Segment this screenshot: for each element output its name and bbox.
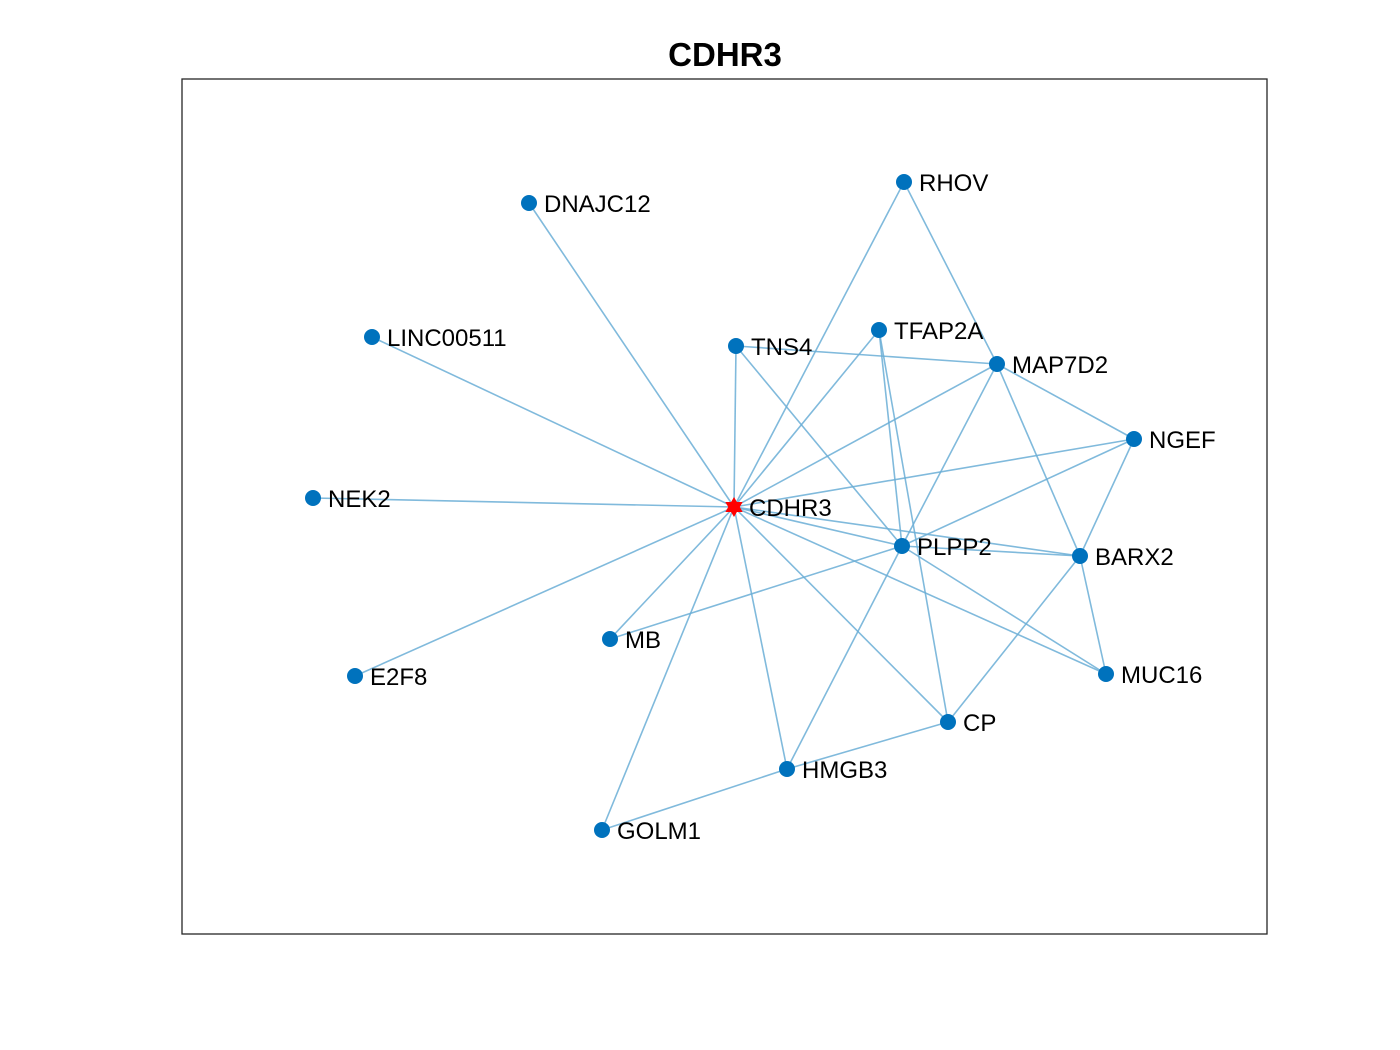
node-ngef [1126,431,1142,447]
edge-cdhr3-ngef [733,438,1135,508]
node-label-barx2: BARX2 [1095,544,1174,571]
node-dnajc12 [521,195,537,211]
edge-barx2-cp [947,555,1081,723]
edge-cdhr3-cp [733,506,949,723]
node-linc00511 [364,329,380,345]
edge-cdhr3-muc16 [733,506,1107,675]
node-tfap2a [871,322,887,338]
node-nek2 [305,490,321,506]
node-golm1 [594,822,610,838]
edge-cdhr3-dnajc12 [528,202,735,508]
node-label-mb: MB [625,627,661,654]
node-label-map7d2: MAP7D2 [1012,352,1108,379]
node-plpp2 [894,538,910,554]
node-label-tfap2a: TFAP2A [894,318,983,345]
node-hmgb3 [779,761,795,777]
edge-cdhr3-e2f8 [354,506,735,677]
node-rhov [896,174,912,190]
edge-map7d2-plpp2 [901,363,998,547]
node-barx2 [1072,548,1088,564]
edge-tns4-plpp2 [735,345,903,547]
node-label-plpp2: PLPP2 [917,534,992,561]
edge-plpp2-muc16 [901,545,1107,675]
node-label-tns4: TNS4 [751,334,812,361]
edge-cdhr3-tns4 [733,345,737,508]
edge-tfap2a-plpp2 [878,329,903,547]
edge-cdhr3-hmgb3 [733,506,788,770]
node-map7d2 [989,356,1005,372]
node-label-dnajc12: DNAJC12 [544,191,651,218]
node-cp [940,714,956,730]
node-label-muc16: MUC16 [1121,662,1202,689]
edge-tfap2a-cp [878,329,949,723]
edge-cp-hmgb3 [786,721,949,770]
edge-ngef-plpp2 [901,438,1135,547]
center-node-cdhr3 [725,497,743,517]
node-label-nek2: NEK2 [328,486,391,513]
node-label-linc00511: LINC00511 [387,325,507,352]
nodes-layer [305,174,1142,838]
node-tns4 [728,338,744,354]
edge-cdhr3-barx2 [733,506,1081,557]
edge-hmgb3-golm1 [601,768,788,831]
axes-frame [181,78,1268,935]
edges-layer [312,181,1135,831]
edge-barx2-muc16 [1079,555,1107,675]
node-label-e2f8: E2F8 [370,664,427,691]
edge-cdhr3-mb [609,506,735,640]
node-label-hmgb3: HMGB3 [802,757,887,784]
node-label-rhov: RHOV [919,170,988,197]
edge-cdhr3-tfap2a [733,329,880,508]
edge-plpp2-mb [609,545,903,640]
labels-layer: CDHR3 DNAJC12 RHOV LINC00511 TNS4 TFAP2A MAP7D… [328,170,1216,845]
edge-cdhr3-rhov [733,181,905,508]
edge-map7d2-ngef [996,363,1135,440]
edge-ngef-barx2 [1079,438,1135,557]
edge-tns4-map7d2 [735,345,998,365]
node-label-golm1: GOLM1 [617,818,701,845]
node-mb [602,631,618,647]
edge-plpp2-barx2 [901,545,1081,557]
edge-cdhr3-linc00511 [371,336,735,508]
edge-cdhr3-plpp2 [733,506,903,547]
node-muc16 [1098,666,1114,682]
edge-rhov-map7d2 [903,181,998,365]
edge-map7d2-barx2 [996,363,1081,557]
node-label-ngef: NGEF [1149,427,1216,454]
edge-plpp2-hmgb3 [786,545,903,770]
edge-cdhr3-golm1 [601,506,735,831]
node-label-cdhr3: CDHR3 [749,495,832,522]
node-label-cp: CP [963,710,996,737]
node-e2f8 [347,668,363,684]
edge-cdhr3-nek2 [312,497,735,508]
figure-title: CDHR3 [668,36,782,73]
edge-cdhr3-map7d2 [733,363,998,508]
